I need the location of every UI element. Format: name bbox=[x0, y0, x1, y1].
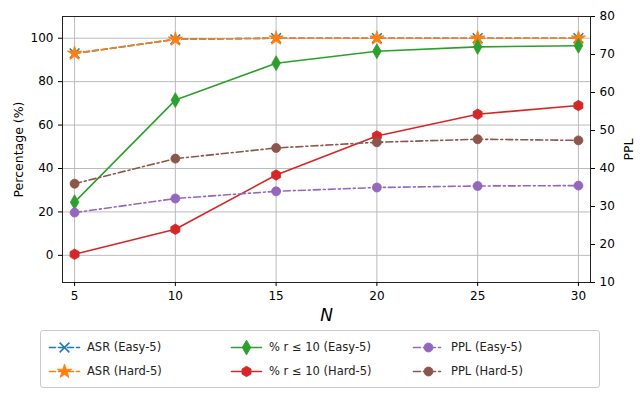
svg-text:PPL: PPL bbox=[621, 138, 636, 160]
svg-text:100: 100 bbox=[31, 31, 54, 45]
html-text:PPL (Easy-5): PPL (Easy-5) bbox=[451, 340, 523, 354]
svg-text:70: 70 bbox=[600, 47, 615, 61]
svg-text:10: 10 bbox=[600, 275, 615, 289]
svg-text:10: 10 bbox=[168, 289, 183, 303]
svg-text:20: 20 bbox=[600, 237, 615, 251]
svg-text:Percentage (%): Percentage (%) bbox=[11, 102, 26, 198]
svg-text:50: 50 bbox=[600, 123, 615, 137]
svg-text:0: 0 bbox=[46, 248, 54, 262]
html-text:ASR (Hard-5): ASR (Hard-5) bbox=[87, 364, 162, 378]
svg-text:20: 20 bbox=[369, 289, 384, 303]
svg-text:25: 25 bbox=[470, 289, 485, 303]
svg-text:60: 60 bbox=[600, 85, 615, 99]
svg-text:40: 40 bbox=[600, 161, 615, 175]
html-text:PPL (Hard-5): PPL (Hard-5) bbox=[451, 364, 523, 378]
svg-text:80: 80 bbox=[600, 9, 615, 23]
svg-text:60: 60 bbox=[38, 118, 53, 132]
html-text:ASR (Easy-5): ASR (Easy-5) bbox=[87, 340, 162, 354]
svg-text:40: 40 bbox=[38, 161, 53, 175]
svg-text:30: 30 bbox=[571, 289, 586, 303]
svg-text:15: 15 bbox=[268, 289, 283, 303]
svg-text:80: 80 bbox=[38, 74, 53, 88]
svg-text:5: 5 bbox=[71, 289, 79, 303]
html-text:% r ≤ 10 (Easy-5): % r ≤ 10 (Easy-5) bbox=[269, 340, 371, 354]
svg-text:30: 30 bbox=[600, 199, 615, 213]
svg-text:20: 20 bbox=[38, 205, 53, 219]
html-text:% r ≤ 10 (Hard-5): % r ≤ 10 (Hard-5) bbox=[269, 364, 372, 378]
svg-text:N: N bbox=[320, 305, 333, 325]
